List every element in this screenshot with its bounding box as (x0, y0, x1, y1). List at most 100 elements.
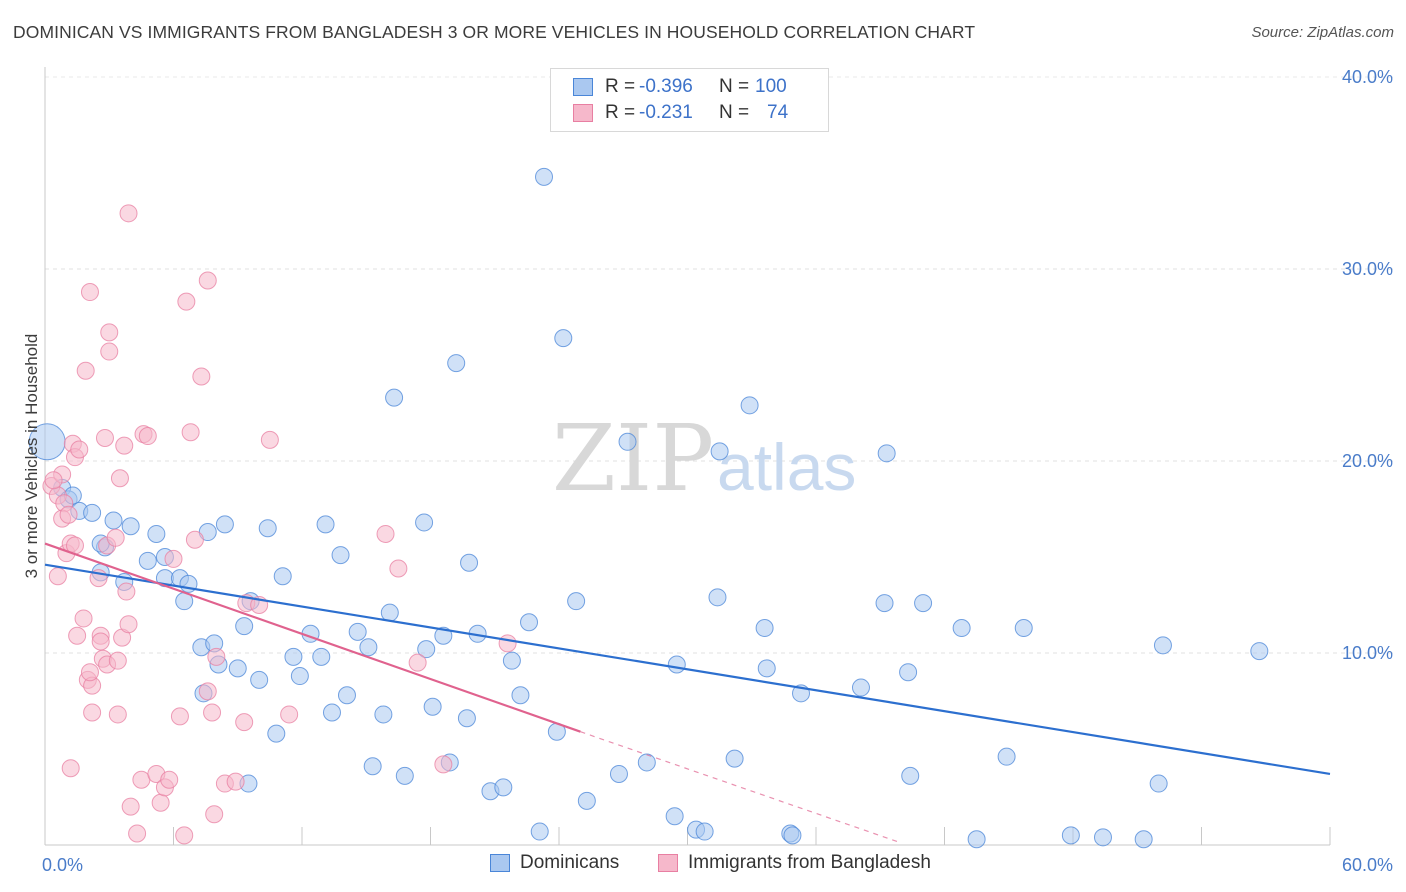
dominicans-point (359, 638, 378, 657)
bangladesh-point (198, 271, 217, 290)
bangladesh-point (76, 361, 95, 380)
legend-item-bangladesh[interactable]: Immigrants from Bangladesh (658, 852, 931, 874)
bangladesh-point (80, 663, 99, 682)
bangladesh-point (100, 323, 119, 342)
bangladesh-point (177, 292, 196, 311)
dominicans-point (1134, 830, 1153, 849)
dominicans-point (423, 697, 442, 716)
x-tick-label: 60.0% (1342, 855, 1393, 875)
dominicans-point (637, 753, 656, 772)
dominicans-point (577, 791, 596, 810)
x-tick-labels: 0.0% 60.0% (42, 855, 1393, 875)
bangladesh-point (119, 204, 138, 223)
bangladesh-point (164, 549, 183, 568)
bangladesh-point (376, 524, 395, 543)
gridlines (45, 76, 1395, 654)
bangladesh-point (108, 651, 127, 670)
legend-r-label: R = (605, 102, 636, 123)
dominicans-point (567, 592, 586, 611)
dominicans-point (530, 822, 549, 841)
dominicans-point (502, 651, 521, 670)
bangladesh-point (170, 707, 189, 726)
bangladesh-point (192, 367, 211, 386)
bangladesh-point (100, 342, 119, 361)
bangladesh-point (185, 530, 204, 549)
watermark: ZIP atlas (552, 405, 856, 512)
dominicans-point (228, 659, 247, 678)
bangladesh-point (280, 705, 299, 724)
dominicans-point (267, 724, 286, 743)
dominicans-point (899, 663, 918, 682)
bangladesh-point (198, 682, 217, 701)
dominicans-point (609, 764, 628, 783)
dominicans-point (316, 515, 335, 534)
dominicans-point (725, 749, 744, 768)
trend-lines (44, 542, 1331, 844)
bangladesh-point (48, 567, 67, 586)
dominicans-point (520, 613, 539, 632)
bangladesh-point (119, 615, 138, 634)
dominicans-point (415, 513, 434, 532)
legend-item-dominicans[interactable]: Dominicans (490, 852, 619, 874)
bangladesh-point (408, 653, 427, 672)
dominicans-point (374, 705, 393, 724)
bangladesh-point (235, 713, 254, 732)
bangladesh-point (44, 471, 63, 490)
bangladesh-point (83, 703, 102, 722)
dominicans-point (511, 686, 530, 705)
dominicans-point (322, 703, 341, 722)
dominicans-point (665, 807, 684, 826)
dominicans-point (618, 432, 637, 451)
bangladesh-point (175, 826, 194, 845)
bangladesh-point (59, 505, 78, 524)
y-tick-label: 20.0% (1342, 451, 1393, 471)
dominicans-point (331, 546, 350, 565)
dominicans-point (380, 603, 399, 622)
legend-n-label: N = (719, 76, 750, 97)
dominicans-point (695, 822, 714, 841)
dominicans-point (417, 640, 436, 659)
dominicans-point (875, 594, 894, 613)
dominicans-point (363, 757, 382, 776)
dominicans-point (1153, 636, 1172, 655)
dominicans-point (1149, 774, 1168, 793)
y-axis-title: 3 or more Vehicles in Household (22, 334, 41, 579)
bangladesh-point (160, 770, 179, 789)
y-tick-label: 30.0% (1342, 259, 1393, 279)
dominicans-point (138, 551, 157, 570)
dominicans-point (1014, 619, 1033, 638)
bangladesh-point (110, 469, 129, 488)
legend-swatch-dominicans (573, 78, 593, 96)
bangladesh-point (108, 705, 127, 724)
chart-title: DOMINICAN VS IMMIGRANTS FROM BANGLADESH … (13, 22, 976, 42)
dominicans-point (284, 647, 303, 666)
dominicans-point (104, 511, 123, 530)
bangladesh-point (205, 805, 224, 824)
dominicans-point (783, 826, 802, 845)
bangladesh-point (121, 797, 140, 816)
dominicans-point (914, 594, 933, 613)
legend-label-bangladesh: Immigrants from Bangladesh (688, 852, 931, 873)
dominicans-point (348, 622, 367, 641)
dominicans-point (1250, 642, 1269, 661)
dominicans-point (121, 517, 140, 536)
y-tick-label: 40.0% (1342, 67, 1393, 87)
y-tick-label: 10.0% (1342, 643, 1393, 663)
dominicans-point (901, 766, 920, 785)
dominicans-point (385, 388, 404, 407)
dominicans-point (494, 778, 513, 797)
bangladesh-point (181, 423, 200, 442)
bangladesh-point (434, 755, 453, 774)
legend-row-bangladesh: R = -0.231 N = 74 (573, 100, 788, 126)
bangladesh-point (132, 770, 151, 789)
dominicans-point (447, 354, 466, 373)
dominicans-point (1061, 826, 1080, 845)
dominicans-point (460, 553, 479, 572)
bangladesh-point (61, 759, 80, 778)
bangladesh-point (117, 582, 136, 601)
source-credit: Source: ZipAtlas.com (1251, 24, 1394, 41)
bangladesh-point (207, 647, 226, 666)
dominicans-point (215, 515, 234, 534)
bangladesh-point (498, 634, 517, 653)
bangladesh-point (151, 793, 170, 812)
